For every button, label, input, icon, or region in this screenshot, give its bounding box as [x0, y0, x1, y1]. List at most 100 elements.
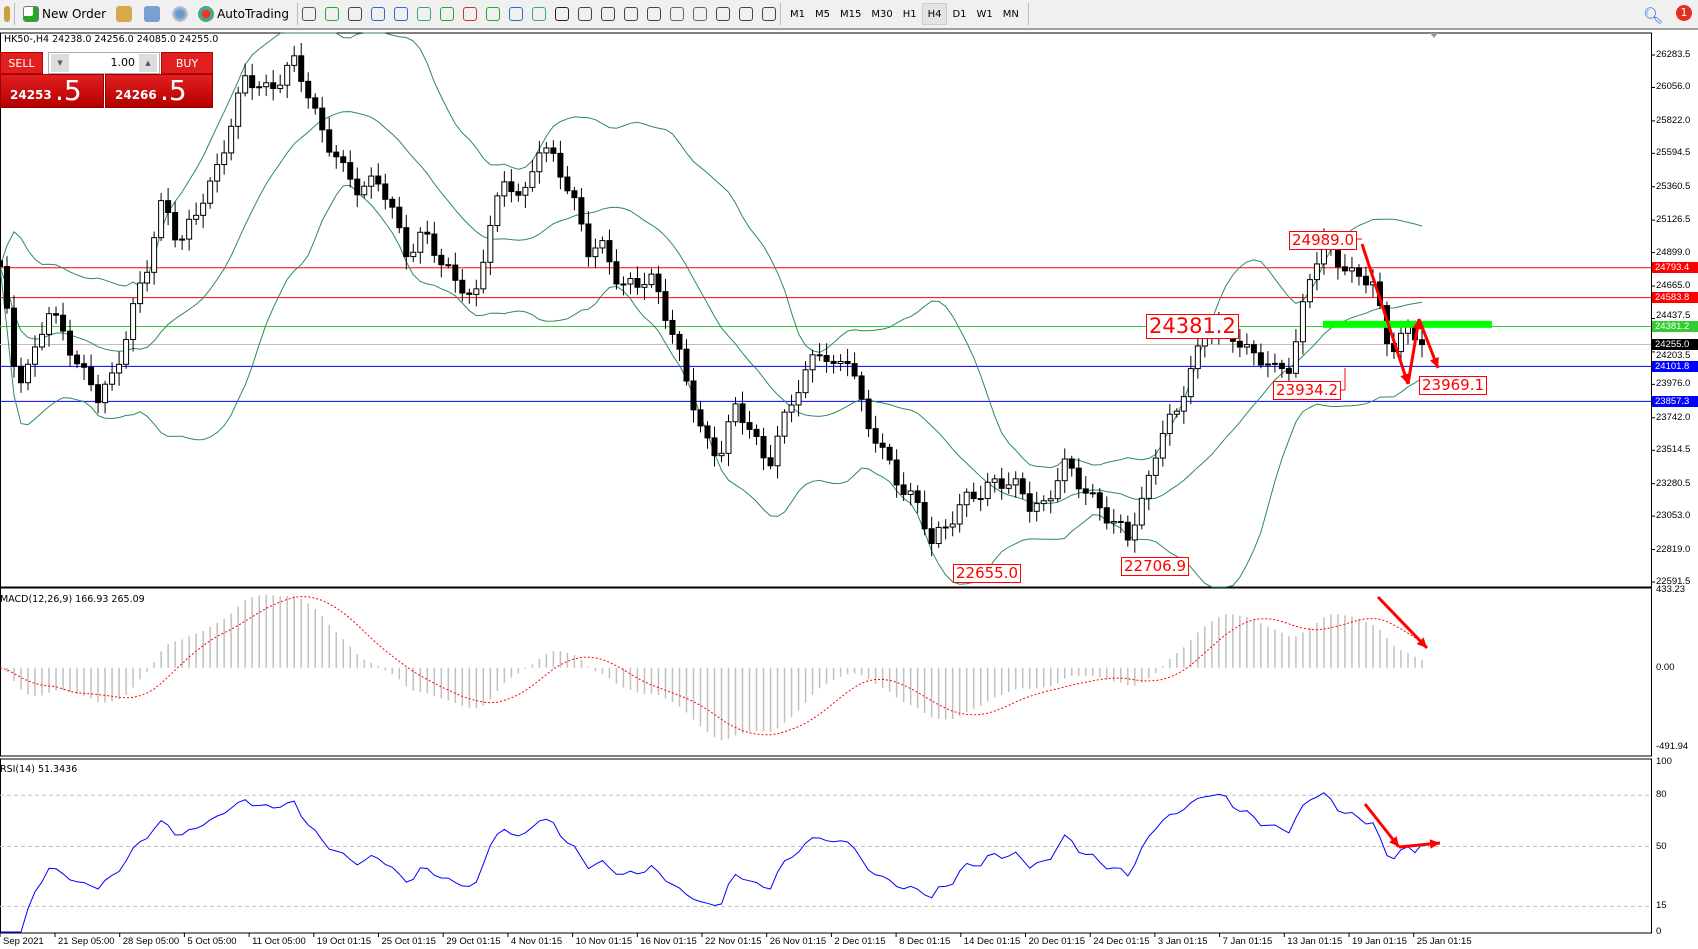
trendline-icon[interactable]: [646, 7, 661, 21]
candle-body: [571, 190, 578, 199]
horizontal-line-icon[interactable]: [623, 7, 638, 21]
candle: [935, 521, 942, 548]
price-arrow-down: [1360, 243, 1410, 385]
candle-body: [1152, 457, 1159, 476]
chart-bar-icon[interactable]: [301, 7, 316, 21]
timeframe-group: M1 M5 M15 M30 H1 H4 D1 W1 MN: [785, 3, 1024, 25]
candle-body: [326, 129, 333, 153]
candle-body: [550, 147, 557, 154]
timeframe-h1[interactable]: H1: [902, 8, 917, 20]
text-icon[interactable]: [715, 7, 730, 21]
candle: [333, 144, 340, 169]
notification-badge[interactable]: 1: [1676, 5, 1692, 21]
bollinger-lower-band: [0, 184, 1423, 588]
vertical-line-icon[interactable]: [600, 7, 615, 21]
price-annotation[interactable]: 23934.2: [1273, 381, 1342, 400]
buy-price-button[interactable]: 24266.5: [105, 74, 213, 108]
metaeditor-icon[interactable]: [116, 6, 133, 22]
candle-body: [1264, 363, 1271, 366]
candle: [893, 449, 900, 498]
sell-button[interactable]: SELL: [0, 52, 43, 74]
candle: [221, 140, 228, 175]
candle-body: [1201, 337, 1208, 347]
candle-body: [543, 147, 550, 154]
candle: [368, 167, 375, 199]
candle-body: [60, 314, 67, 332]
new-order-button[interactable]: New Order: [19, 2, 110, 26]
candle-body: [1250, 344, 1257, 354]
candle-body: [1257, 352, 1264, 366]
price-annotation[interactable]: 23969.1: [1419, 376, 1488, 395]
candle-body: [970, 491, 977, 500]
candle-body: [417, 231, 424, 253]
candle: [711, 426, 718, 467]
fibonacci-icon[interactable]: [692, 7, 707, 21]
autotrading-button[interactable]: AutoTrading: [194, 2, 293, 26]
lot-size-input[interactable]: ▼ 1.00 ▲: [48, 52, 160, 74]
candle-body: [760, 436, 767, 459]
price-line-tag: 24583.8: [1652, 292, 1698, 304]
one-click-trading-panel: SELL ▼ 1.00 ▲ BUY 24253.5 24266.5: [0, 52, 213, 108]
candle: [424, 220, 431, 245]
timeframe-h4[interactable]: H4: [921, 3, 948, 25]
rsi-axis-label: 100: [1656, 756, 1672, 767]
timeframe-d1[interactable]: D1: [952, 8, 967, 20]
templates-icon[interactable]: [531, 7, 546, 21]
price-annotation[interactable]: 24381.2: [1146, 314, 1239, 339]
zoom-out-icon[interactable]: [393, 7, 408, 21]
arrows-icon[interactable]: [761, 7, 776, 21]
lot-increase-button[interactable]: ▲: [139, 54, 157, 72]
chart-canvas[interactable]: [0, 32, 1698, 949]
timeframe-m30[interactable]: M30: [871, 8, 893, 20]
crosshair-icon[interactable]: [577, 7, 592, 21]
periods-icon[interactable]: [508, 7, 523, 21]
tile-windows-icon[interactable]: [416, 7, 431, 21]
sell-price-button[interactable]: 24253.5: [0, 74, 104, 108]
price-annotation[interactable]: 22655.0: [953, 564, 1022, 583]
timeframe-m15[interactable]: M15: [839, 8, 862, 20]
rsi-arrow-down-head: [1389, 836, 1399, 847]
candle: [249, 63, 256, 100]
candle-body: [935, 526, 942, 544]
indicators-icon[interactable]: [485, 7, 500, 21]
candle: [522, 181, 529, 209]
candle-body: [1419, 339, 1425, 346]
time-axis-label: 3 Jan 01:15: [1157, 936, 1208, 947]
candle-body: [977, 498, 984, 501]
cursor-icon[interactable]: [554, 7, 569, 21]
candle-body: [711, 437, 718, 457]
buy-button[interactable]: BUY: [161, 52, 213, 74]
equidistant-channel-icon[interactable]: [669, 7, 684, 21]
price-axis-label: 23053.0: [1656, 510, 1691, 522]
candle-body: [809, 354, 816, 371]
lot-decrease-button[interactable]: ▼: [51, 54, 69, 72]
candle: [109, 362, 116, 391]
candle: [858, 371, 865, 412]
candle: [942, 519, 949, 540]
signals-icon[interactable]: [172, 6, 189, 22]
candle: [32, 335, 39, 377]
candle-body: [774, 435, 781, 467]
price-annotation[interactable]: 22706.9: [1121, 557, 1190, 576]
zoom-in-icon[interactable]: [370, 7, 385, 21]
candle-body: [1145, 474, 1152, 499]
candle-body: [795, 392, 802, 406]
candle: [767, 444, 774, 470]
autoscroll-icon[interactable]: [439, 7, 454, 21]
chart-shift-icon[interactable]: [462, 7, 477, 21]
candle-body: [1404, 326, 1411, 334]
search-icon[interactable]: 🔍︎: [1643, 6, 1664, 25]
terminal-icon[interactable]: [144, 6, 161, 22]
timeframe-mn[interactable]: MN: [1002, 8, 1019, 20]
text-label-icon[interactable]: [738, 7, 753, 21]
line-chart-icon[interactable]: [347, 7, 362, 21]
timeframe-m1[interactable]: M1: [789, 8, 805, 20]
timeframe-m5[interactable]: M5: [814, 8, 830, 20]
candle: [1110, 509, 1117, 534]
price-annotation[interactable]: 24989.0: [1289, 231, 1358, 250]
candle-body: [53, 313, 60, 316]
timeframe-w1[interactable]: W1: [976, 8, 993, 20]
candlestick-icon[interactable]: [324, 7, 339, 21]
candle: [1040, 495, 1047, 512]
candle-body: [88, 366, 95, 386]
